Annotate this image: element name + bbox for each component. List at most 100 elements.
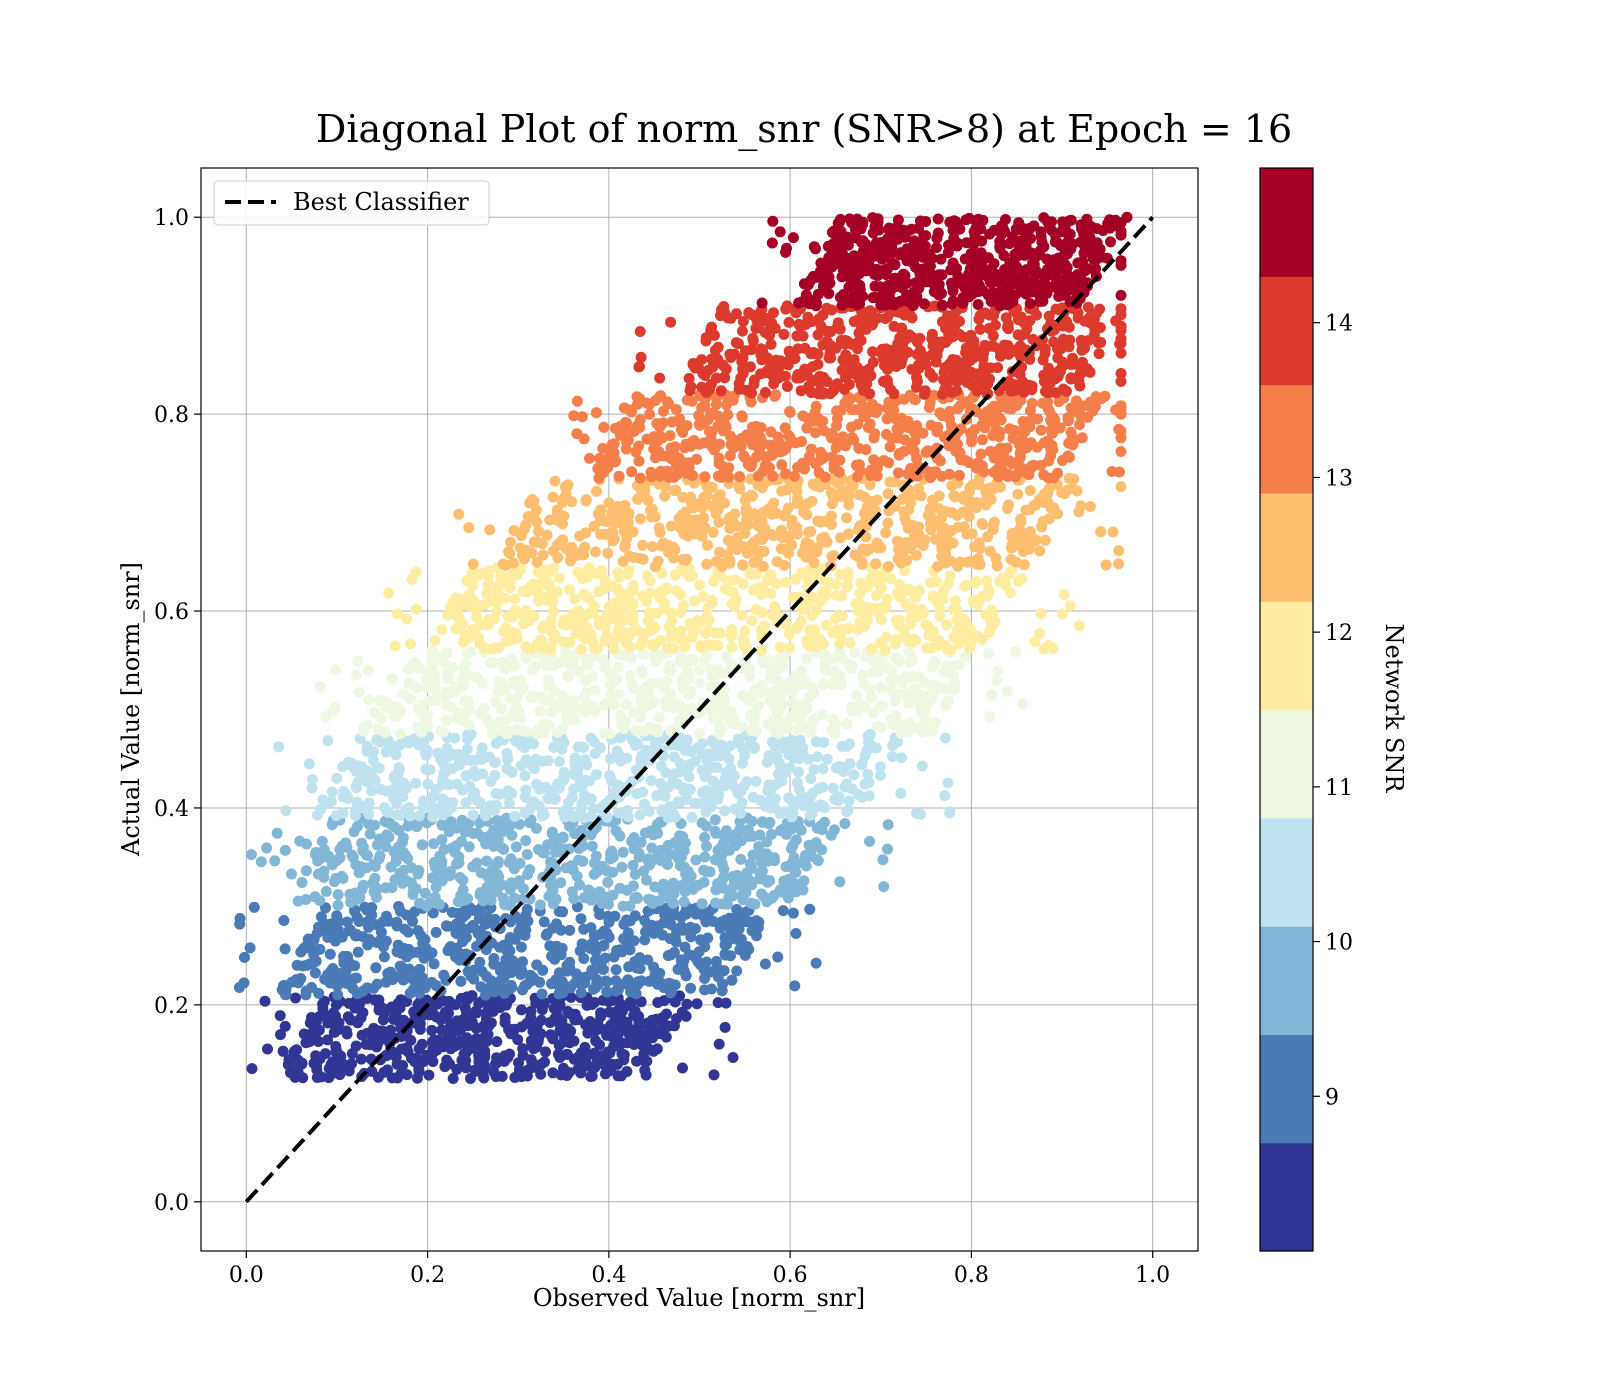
scatter-point: [813, 467, 825, 478]
scatter-point: [353, 916, 365, 927]
scatter-point: [587, 607, 599, 619]
scatter-point: [686, 811, 698, 823]
scatter-point: [657, 450, 669, 462]
scatter-point: [244, 942, 256, 954]
scatter-point: [1006, 527, 1018, 539]
scatter-point: [546, 950, 558, 962]
scatter-point: [739, 749, 751, 761]
scatter-point: [673, 740, 685, 752]
scatter-point: [572, 1014, 584, 1026]
scatter-point: [394, 706, 406, 718]
scatter-point: [565, 991, 577, 1003]
scatter-point: [310, 955, 322, 967]
scatter-point: [971, 558, 983, 570]
scatter-point: [525, 1054, 537, 1066]
scatter-point: [516, 1004, 527, 1016]
scatter-point: [585, 732, 597, 744]
scatter-point: [913, 483, 924, 495]
scatter-point: [1047, 642, 1059, 654]
scatter-point: [1024, 504, 1036, 516]
scatter-point: [412, 721, 424, 733]
scatter-point: [711, 492, 723, 504]
scatter-point: [494, 941, 506, 953]
scatter-point: [426, 803, 437, 815]
scatter-point: [487, 656, 499, 668]
scatter-point: [441, 797, 453, 809]
scatter-point: [300, 865, 312, 877]
scatter-point: [782, 883, 794, 895]
scatter-point: [482, 911, 493, 922]
scatter-point: [626, 996, 637, 1008]
scatter-point: [747, 791, 759, 803]
scatter-point: [649, 881, 661, 893]
scatter-point: [332, 979, 344, 991]
scatter-point: [1005, 542, 1017, 554]
scatter-point: [757, 654, 769, 666]
scatter-point: [852, 788, 864, 800]
scatter-point: [825, 326, 837, 338]
scatter-point: [1012, 488, 1024, 500]
scatter-point: [474, 638, 486, 650]
scatter-point: [575, 804, 587, 816]
scatter-point: [683, 372, 695, 384]
scatter-point: [882, 819, 894, 831]
scatter-point: [839, 780, 851, 792]
scatter-point: [1115, 446, 1127, 457]
scatter-point: [677, 426, 689, 438]
scatter-point: [372, 723, 384, 735]
scatter-point: [1036, 521, 1048, 533]
scatter-point: [292, 977, 304, 989]
scatter-point: [796, 741, 808, 753]
scatter-point: [947, 537, 959, 549]
scatter-point: [750, 544, 762, 556]
scatter-point: [817, 763, 829, 775]
scatter-point: [889, 638, 901, 650]
scatter-point: [1045, 502, 1057, 514]
scatter-point: [607, 889, 619, 901]
scatter-point: [346, 1048, 358, 1060]
scatter-point: [930, 680, 942, 692]
scatter-point: [566, 610, 578, 621]
scatter-point: [552, 1048, 564, 1060]
scatter-point: [407, 888, 419, 900]
scatter-point: [327, 1067, 339, 1079]
scatter-point: [1010, 471, 1021, 483]
scatter-point: [310, 1015, 322, 1027]
scatter-point: [435, 725, 447, 737]
scatter-point: [875, 721, 887, 733]
scatter-point: [569, 756, 581, 768]
scatter-point: [317, 998, 329, 1010]
scatter-point: [871, 494, 883, 506]
scatter-point: [531, 959, 543, 971]
scatter-point: [695, 934, 706, 946]
scatter-point: [427, 1056, 439, 1067]
scatter-point: [528, 536, 540, 548]
scatter-point: [880, 602, 892, 614]
scatter-point: [589, 546, 601, 558]
scatter-point: [339, 788, 351, 800]
scatter-point: [977, 434, 988, 446]
scatter-point: [481, 971, 493, 983]
scatter-point: [563, 584, 575, 596]
scatter-point: [950, 445, 962, 457]
scatter-point: [712, 640, 724, 652]
scatter-point: [775, 825, 787, 837]
scatter-point: [603, 931, 615, 943]
scatter-point: [1003, 455, 1015, 467]
scatter-point: [628, 1039, 640, 1050]
scatter-point: [743, 943, 755, 955]
scatter-point: [316, 835, 328, 847]
scatter-point: [870, 558, 882, 570]
scatter-point: [426, 1024, 438, 1036]
scatter-point: [944, 555, 956, 567]
scatter-point: [863, 737, 874, 748]
scatter-point: [578, 923, 590, 935]
scatter-point: [457, 884, 469, 896]
scatter-point: [367, 877, 378, 889]
scatter-point: [455, 836, 467, 847]
scatter-point: [782, 892, 794, 904]
scatter-point: [993, 431, 1005, 443]
scatter-point: [995, 481, 1006, 493]
scatter-point: [327, 920, 338, 932]
scatter-point: [792, 712, 804, 724]
